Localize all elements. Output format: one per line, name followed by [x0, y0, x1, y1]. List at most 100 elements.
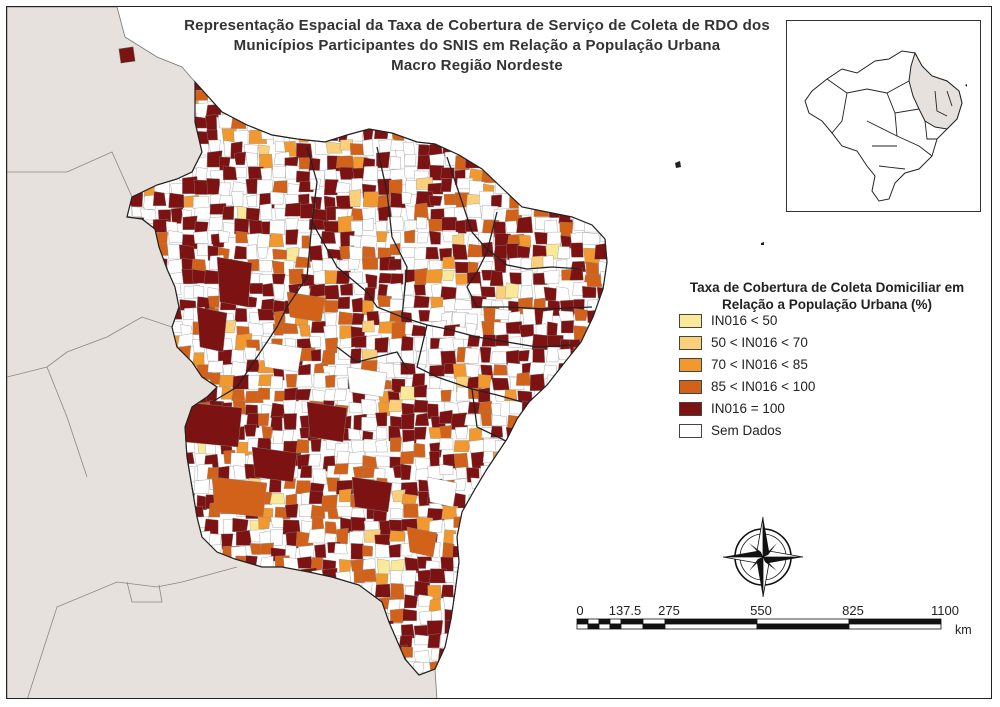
- municipality-cell: [463, 347, 480, 364]
- municipality-cell: [613, 77, 628, 89]
- municipality-cell: [467, 334, 481, 347]
- municipality-cell: [482, 542, 498, 558]
- municipality-cell: [245, 88, 262, 101]
- municipality-cell: [546, 231, 562, 246]
- municipality-cell: [296, 142, 313, 159]
- municipality-cell: [296, 220, 314, 234]
- municipality-cell: [545, 143, 562, 157]
- municipality-cell: [613, 126, 624, 141]
- legend-label: 50 < IN016 < 70: [711, 335, 808, 350]
- municipality-cell: [413, 650, 430, 663]
- municipality-cell: [454, 660, 470, 672]
- municipality-cell: [495, 596, 508, 613]
- municipality-cell: [453, 571, 467, 587]
- municipality-cell: [205, 114, 218, 132]
- municipality-cell: [413, 295, 430, 308]
- municipality-cell: [504, 531, 518, 546]
- municipality-cell: [569, 113, 584, 128]
- municipality-cell: [518, 569, 532, 583]
- municipality-cell: [598, 178, 607, 196]
- municipality-cell: [479, 481, 496, 499]
- municipality-cell: [455, 284, 471, 300]
- municipality-cell: [518, 82, 531, 92]
- municipality-cell: [598, 531, 607, 548]
- municipality-cell: [608, 92, 624, 105]
- municipality-cell: [520, 101, 536, 117]
- municipality-cell: [609, 533, 623, 549]
- municipality-cell: [495, 505, 510, 517]
- municipality-cell: [557, 479, 572, 496]
- municipality-cell: [413, 284, 426, 296]
- municipality-cell: [390, 583, 405, 600]
- scale-tick-label: 1100: [931, 603, 959, 618]
- municipality-cell: [425, 268, 443, 284]
- municipality-cell: [543, 167, 560, 183]
- scale-segment: [609, 623, 622, 630]
- municipality-cell: [518, 234, 532, 248]
- municipality-cell: [468, 649, 482, 662]
- municipality-cell: [351, 312, 365, 325]
- municipality-cell: [230, 452, 247, 467]
- municipality-cell: [428, 427, 442, 439]
- municipality-cell: [519, 285, 534, 301]
- municipality-cell: [570, 508, 588, 522]
- municipality-cell: [504, 220, 519, 233]
- municipality-cell: [597, 143, 607, 158]
- municipality-cell: [582, 286, 597, 298]
- municipality-cell: [364, 88, 378, 105]
- municipality-cell: [544, 648, 560, 666]
- municipality-cell: [196, 306, 228, 353]
- municipality-cell: [399, 450, 415, 465]
- municipality-cell: [518, 490, 532, 503]
- municipality-cell: [455, 219, 469, 234]
- legend-swatch: [679, 358, 702, 372]
- scale-unit: km: [955, 623, 972, 637]
- legend-label: Sem Dados: [711, 423, 782, 438]
- legend-title-line1: Taxa de Cobertura de Coleta Domiciliar e…: [689, 280, 965, 295]
- municipality-cell: [298, 157, 311, 170]
- municipality-cell: [298, 323, 311, 337]
- municipality-cell: [482, 125, 499, 138]
- municipality-cell: [595, 168, 607, 184]
- municipality-cell: [326, 248, 343, 261]
- municipality-cell: [584, 519, 597, 535]
- scale-segment: [598, 623, 611, 630]
- municipality-cell: [584, 163, 599, 181]
- municipality-cell: [585, 463, 604, 480]
- municipality-cell: [595, 378, 607, 395]
- municipality-cell: [531, 610, 548, 625]
- municipality-cell: [453, 440, 470, 452]
- municipality-cell: [509, 594, 524, 606]
- municipality-cell: [455, 609, 469, 626]
- municipality-cell: [350, 516, 366, 531]
- municipality-cell: [351, 297, 364, 313]
- municipality-cell: [262, 322, 274, 335]
- municipality-cell: [374, 127, 389, 140]
- municipality-cell: [272, 86, 286, 103]
- atlantic-island: [761, 242, 764, 245]
- municipality-cell: [557, 517, 569, 530]
- municipality-cell: [492, 451, 504, 467]
- municipality-cell: [336, 450, 350, 464]
- municipality-cell: [573, 519, 588, 533]
- municipality-cell: [508, 455, 521, 469]
- municipality-cell: [570, 385, 583, 402]
- municipality-cell: [508, 543, 520, 557]
- municipality-cell: [452, 556, 467, 568]
- scale-segment: [642, 618, 666, 625]
- municipality-cell: [233, 100, 246, 114]
- municipality-cell: [572, 360, 590, 377]
- municipality-cell: [517, 670, 538, 675]
- municipality-cell: [444, 609, 455, 623]
- municipality-cell: [346, 366, 388, 398]
- municipality-cell: [583, 104, 599, 120]
- municipality-cell: [414, 412, 430, 426]
- municipality-cell: [262, 282, 275, 297]
- municipality-cell: [439, 438, 454, 451]
- municipality-cell: [595, 360, 607, 377]
- municipality-cell: [295, 374, 313, 388]
- municipality-cell: [390, 437, 402, 452]
- municipality-cell: [573, 533, 589, 546]
- municipality-cell: [519, 442, 536, 457]
- municipality-cell: [336, 155, 355, 169]
